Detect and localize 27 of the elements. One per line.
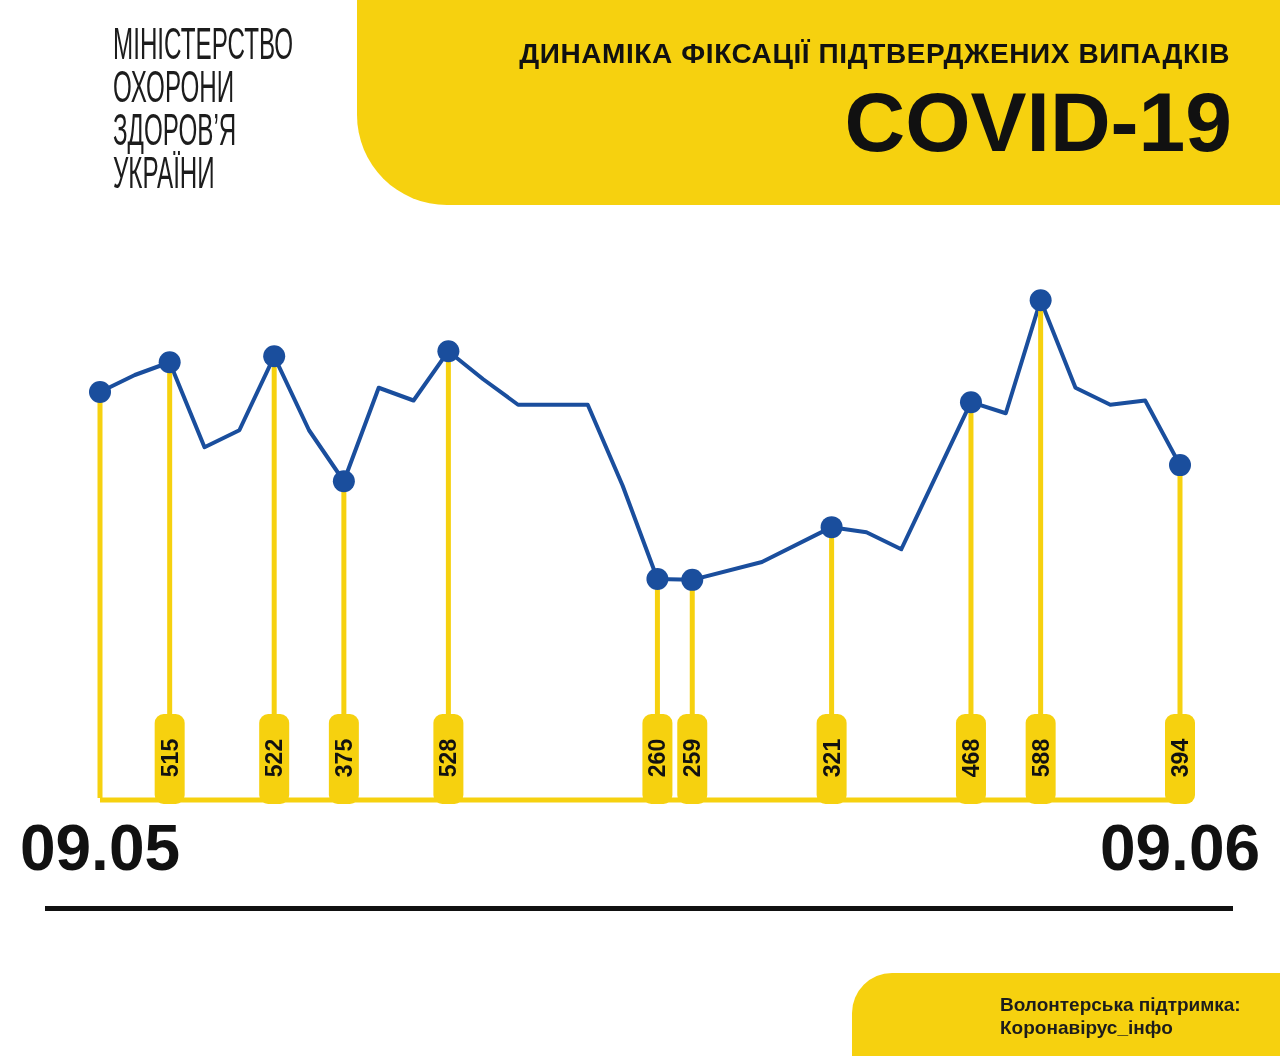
point xyxy=(646,568,669,590)
data-label: 321 xyxy=(818,738,845,778)
data-label: 375 xyxy=(330,738,357,778)
point xyxy=(332,470,355,493)
text: МІНІСТЕРСТВО ОХОРОНИ ЗДОРОВ’Я УКРАЇНИ xyxy=(113,19,294,197)
data-label: 588 xyxy=(1027,738,1054,778)
data-label: 522 xyxy=(261,738,288,778)
point xyxy=(820,516,843,539)
point xyxy=(263,345,286,368)
x-tick-label: 09.06 xyxy=(1099,812,1261,884)
data-label: 394 xyxy=(1167,738,1193,778)
data-label: 515 xyxy=(156,738,183,778)
chart-title: ДИНАМІКА ФІКСАЦІЇ ПІДТВЕРДЖЕНИХ ВИПАДКІВ xyxy=(519,38,1230,70)
chart-subtitle: COVID-19 xyxy=(844,75,1232,169)
data-label: 260 xyxy=(644,738,671,778)
point xyxy=(158,351,181,374)
data-label: 259 xyxy=(679,738,706,778)
data-label: 468 xyxy=(957,738,984,778)
point xyxy=(1029,289,1052,312)
data-label: 528 xyxy=(435,738,462,778)
point xyxy=(681,568,704,591)
x-tick-label: 09.05 xyxy=(19,812,181,884)
point xyxy=(1169,454,1191,477)
point xyxy=(89,381,111,403)
text: Волонтерська підтримка: Коронавірус_інфо xyxy=(1000,993,1242,1039)
point xyxy=(959,391,982,414)
point xyxy=(437,340,460,363)
